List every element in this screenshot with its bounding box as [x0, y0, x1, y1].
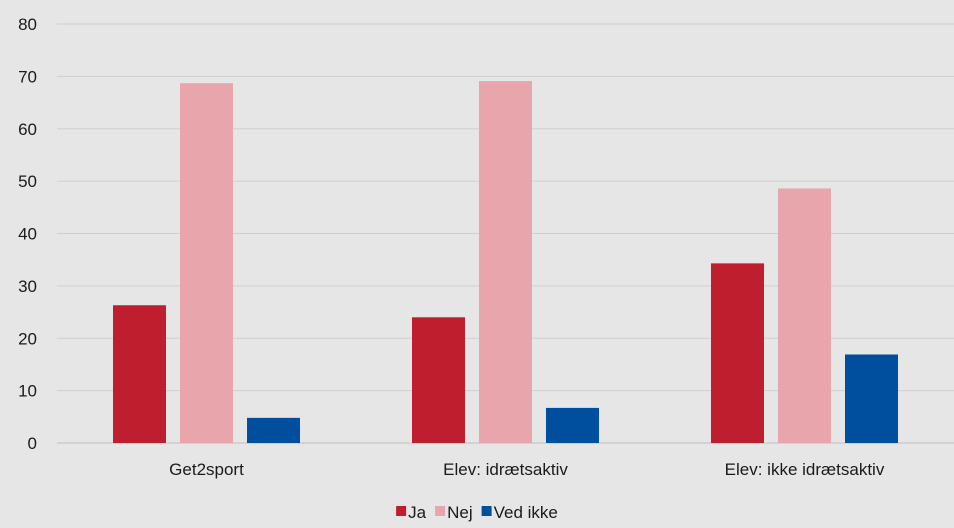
y-tick-label: 50 [18, 172, 37, 191]
y-tick-label: 70 [18, 67, 37, 86]
x-category-label: Get2sport [169, 460, 244, 479]
y-tick-label: 40 [18, 225, 37, 244]
legend-item: Ved ikke [481, 503, 558, 522]
bar-nej-1 [479, 81, 532, 444]
y-tick-label: 80 [18, 15, 37, 34]
bar-ved-ikke-0 [247, 417, 300, 443]
legend-item: Ja [396, 503, 427, 522]
x-category-label: Elev: ikke idrætsaktiv [725, 460, 885, 479]
legend-swatch [481, 506, 492, 516]
legend-swatch [435, 506, 446, 516]
y-tick-label: 0 [28, 434, 37, 453]
bar-ved-ikke-2 [845, 354, 898, 443]
bar-ja-0 [113, 305, 166, 443]
bar-ja-1 [412, 317, 465, 443]
legend-label: Nej [447, 503, 473, 522]
bar-ja-2 [711, 263, 764, 443]
legend-swatch [396, 506, 407, 516]
legend-label: Ved ikke [494, 503, 558, 522]
bar-nej-2 [778, 188, 831, 443]
bar-ved-ikke-1 [546, 407, 599, 443]
legend-item: Nej [435, 503, 473, 522]
x-category-label: Elev: idrætsaktiv [443, 460, 568, 479]
legend: Ja Nej Ved ikke [396, 503, 558, 522]
y-tick-label: 10 [18, 382, 37, 401]
bar-nej-0 [180, 83, 233, 443]
bars [113, 81, 898, 444]
legend-label: Ja [408, 503, 427, 522]
y-axis-tick-labels: 0 10 20 30 40 50 60 70 80 [18, 15, 37, 453]
y-tick-label: 20 [18, 329, 37, 348]
x-axis-category-labels: Get2sport Elev: idrætsaktiv Elev: ikke idr… [169, 460, 885, 479]
y-tick-label: 30 [18, 277, 37, 296]
y-tick-label: 60 [18, 120, 37, 139]
